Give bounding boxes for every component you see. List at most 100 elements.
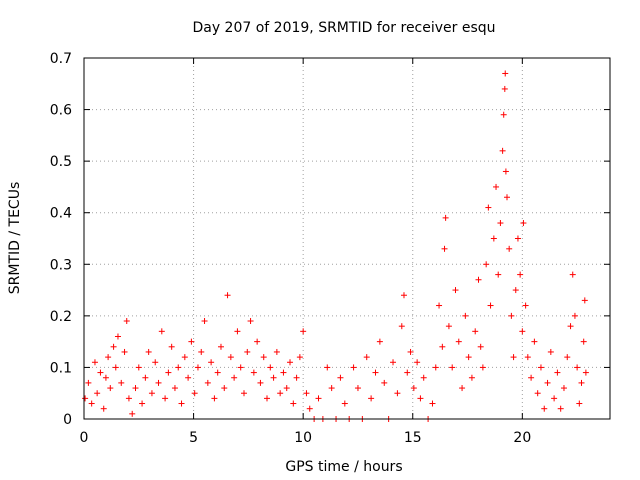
data-point [477,343,484,350]
data-point [462,312,469,319]
data-point [211,395,218,402]
data-point [273,348,280,355]
data-point [350,364,357,371]
data-point [337,374,344,381]
data-point [107,385,114,392]
data-point [290,400,297,407]
y-tick-label: 0.4 [50,206,72,222]
data-point [578,379,585,386]
data-point [429,400,436,407]
data-point [227,354,234,361]
data-point [517,271,524,278]
data-point [514,235,521,242]
data-point [221,385,228,392]
data-point [557,405,564,412]
data-point [121,348,128,355]
data-point [493,183,500,190]
data-point [368,395,375,402]
data-point [250,369,257,376]
data-point [214,369,221,376]
data-point [580,338,587,345]
data-point [91,359,98,366]
data-point [567,323,574,330]
data-point [544,379,551,386]
data-point [459,385,466,392]
y-tick-label: 0.5 [50,154,72,170]
data-point [520,220,527,227]
data-point [398,323,405,330]
data-point [410,385,417,392]
data-point [217,343,224,350]
data-point [145,348,152,355]
data-point [547,348,554,355]
data-point [188,338,195,345]
data-point [102,374,109,381]
data-point [254,338,261,345]
data-point [354,385,361,392]
data-point [376,338,383,345]
data-point [237,364,244,371]
data-point [306,405,313,412]
data-point [487,302,494,309]
data-point [270,374,277,381]
data-point [502,168,509,175]
data-point [582,369,589,376]
data-point [194,364,201,371]
data-point [537,364,544,371]
data-point [400,292,407,299]
data-point [508,312,515,319]
data-point [303,390,310,397]
data-point [231,374,238,381]
data-point [560,385,567,392]
data-point [407,348,414,355]
x-tick-label: 5 [189,430,198,446]
data-point [381,379,388,386]
data-point [315,395,322,402]
data-point [85,379,92,386]
data-point [97,369,104,376]
plot-frame [83,57,611,420]
data-point [112,364,119,371]
data-point [82,395,89,402]
data-point [178,400,185,407]
data-point [455,338,462,345]
data-point [88,400,95,407]
x-tick-label: 20 [513,430,531,446]
data-point [472,328,479,335]
data-point [502,70,509,77]
data-point [551,395,558,402]
y-axis-label: SRMTID / TECUs [7,182,23,295]
data-point [293,374,300,381]
data-point [534,390,541,397]
data-point [436,302,443,309]
data-point [500,111,507,118]
data-point [390,359,397,366]
data-point [394,390,401,397]
data-point [280,369,287,376]
data-point [158,328,165,335]
data-point [257,379,264,386]
data-point [191,390,198,397]
data-point [576,400,583,407]
data-point [439,343,446,350]
data-point [204,379,211,386]
data-point [139,400,146,407]
data-point [240,390,247,397]
data-point [499,147,506,154]
data-point [445,323,452,330]
data-point [497,220,504,227]
data-point [432,364,439,371]
data-point [185,374,192,381]
x-tick-label: 10 [294,430,312,446]
y-tick-label: 0.3 [50,257,72,273]
data-points [82,70,589,422]
data-point [414,359,421,366]
y-tick-label: 0.6 [50,103,72,119]
data-point [142,374,149,381]
data-point [287,359,294,366]
data-point [363,354,370,361]
data-point [341,400,348,407]
data-point [132,385,139,392]
